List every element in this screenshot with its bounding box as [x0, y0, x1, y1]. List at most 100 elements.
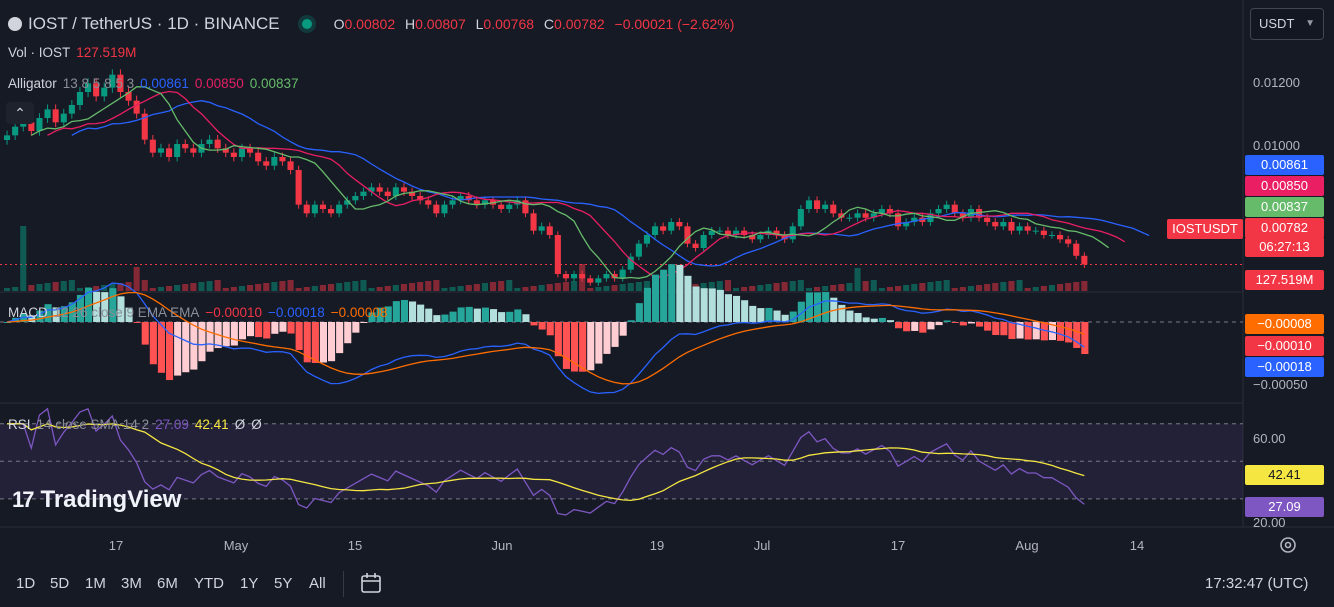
macd-histogram-bar — [878, 317, 886, 322]
macd-histogram-bar — [967, 322, 975, 324]
timeframe-ytd-button[interactable]: YTD — [194, 575, 224, 592]
candle-body — [546, 226, 553, 235]
candle-body — [757, 235, 764, 240]
volume-bar — [984, 284, 991, 291]
volume-bar — [635, 282, 642, 291]
macd-histogram-bar — [433, 315, 441, 322]
symbol-title[interactable]: IOST / TetherUS · 1D · BINANCE — [28, 14, 280, 33]
candle-body — [60, 113, 67, 123]
candle-body — [384, 191, 391, 196]
candle-body — [1016, 226, 1023, 231]
toolbar-divider — [343, 571, 344, 597]
utc-clock[interactable]: 17:32:47 (UTC) — [1205, 575, 1309, 592]
macd-histogram-bar — [376, 307, 384, 322]
macd-legend[interactable]: MACD 12 26 close 9 EMA EMA −0.00010 −0.0001… — [8, 305, 393, 320]
candle-body — [554, 235, 561, 274]
candle-body — [149, 139, 156, 153]
ohlc-values: O0.00802 H0.00807 L0.00768 C0.00782 −0.0… — [333, 16, 735, 32]
rsi-legend[interactable]: RSI 14 close SMA 14 2 27.09 42.41 Ø Ø — [8, 417, 268, 432]
timeframe-6m-button[interactable]: 6M — [157, 575, 178, 592]
volume-legend[interactable]: Vol · IOST 127.519M — [8, 45, 142, 60]
volume-bar — [376, 287, 383, 291]
timeframe-1d-button[interactable]: 1D — [16, 575, 36, 592]
timeframe-5d-button[interactable]: 5D — [50, 575, 70, 592]
volume-bar — [724, 280, 731, 291]
volume-bar — [4, 288, 11, 291]
candle-body — [392, 187, 399, 196]
macd-label: MACD — [8, 305, 48, 320]
volume-bar — [295, 288, 302, 291]
macd-line-badge: −0.00018 — [1245, 357, 1324, 377]
macd-histogram-bar — [959, 322, 967, 326]
macd-histogram-bar — [870, 318, 878, 322]
candle-body — [838, 213, 845, 218]
volume-bar — [28, 285, 35, 291]
alligator-lips-value: 0.00837 — [249, 76, 299, 91]
macd-histogram-bar — [230, 322, 238, 346]
candle-body — [336, 204, 343, 214]
alligator-params: 13 8 5 8 5 3 — [62, 76, 135, 91]
macd-histogram-bar — [481, 307, 489, 322]
candle-body — [85, 83, 92, 92]
candle-body — [984, 217, 991, 222]
macd-histogram-bar — [627, 320, 635, 322]
macd-axis-label: −0.00050 — [1253, 377, 1308, 392]
alligator-label: Alligator — [8, 76, 57, 91]
candle-body — [830, 204, 837, 214]
chevron-down-icon: ▼ — [1305, 18, 1315, 29]
macd-histogram-bar — [757, 308, 765, 322]
volume-bar — [708, 282, 715, 291]
timeframe-3m-button[interactable]: 3M — [121, 575, 142, 592]
candle-body — [878, 209, 885, 214]
macd-histogram-bar — [263, 322, 271, 339]
volume-bar — [522, 287, 529, 291]
macd-histogram-bar — [700, 288, 708, 322]
alligator-lips-line — [30, 86, 1109, 279]
macd-histogram-bar — [125, 307, 133, 322]
settings-gear-icon[interactable] — [1278, 535, 1298, 555]
volume-bar — [1000, 282, 1007, 291]
collapse-legend-button[interactable]: ⌃ — [6, 102, 34, 124]
alligator-legend[interactable]: Alligator 13 8 5 8 5 3 0.00861 0.00850 0.008… — [8, 76, 305, 91]
macd-histogram-bar — [530, 322, 538, 326]
macd-histogram-bar — [255, 322, 263, 338]
macd-histogram-bar — [1040, 322, 1048, 341]
volume-bar — [1016, 280, 1023, 291]
timeframe-5y-button[interactable]: 5Y — [274, 575, 293, 592]
jaw-price-badge: 0.00861 — [1245, 155, 1324, 175]
timeframe-1y-button[interactable]: 1Y — [240, 575, 259, 592]
macd-histogram-bar — [538, 322, 546, 330]
macd-histogram-bar — [765, 307, 773, 322]
volume-bar — [943, 280, 950, 291]
timeframe-all-button[interactable]: All — [309, 575, 326, 592]
candle-body — [12, 126, 19, 136]
market-status-icon[interactable] — [301, 19, 312, 29]
candle-body — [230, 152, 237, 157]
candle-body — [76, 92, 83, 105]
candle-body — [1032, 230, 1039, 232]
volume-bar — [1048, 285, 1055, 291]
candle-body — [814, 200, 821, 209]
macd-histogram-bar — [101, 292, 109, 322]
candle-body — [895, 213, 902, 227]
macd-histogram-bar — [328, 322, 336, 362]
volume-bar — [76, 288, 83, 291]
tradingview-logo[interactable]: 17 TradingView — [12, 486, 181, 514]
currency-select[interactable]: USDT ▼ — [1250, 8, 1324, 40]
candle-body — [117, 74, 124, 92]
rsi-params: 14 close SMA 14 2 — [36, 417, 150, 432]
calendar-goto-date-icon[interactable] — [360, 572, 382, 594]
candle-body — [562, 274, 569, 279]
candle-body — [28, 122, 35, 131]
macd-signal-value: −0.00008 — [330, 305, 388, 320]
candle-body — [959, 213, 966, 218]
macd-histogram-bar — [814, 292, 822, 322]
macd-histogram-bar — [52, 307, 60, 322]
candle-body — [530, 213, 537, 231]
volume-bar — [749, 286, 756, 291]
candle-body — [773, 230, 780, 235]
candle-body — [279, 157, 286, 162]
candle-body — [36, 118, 43, 131]
timeframe-1m-button[interactable]: 1M — [85, 575, 106, 592]
